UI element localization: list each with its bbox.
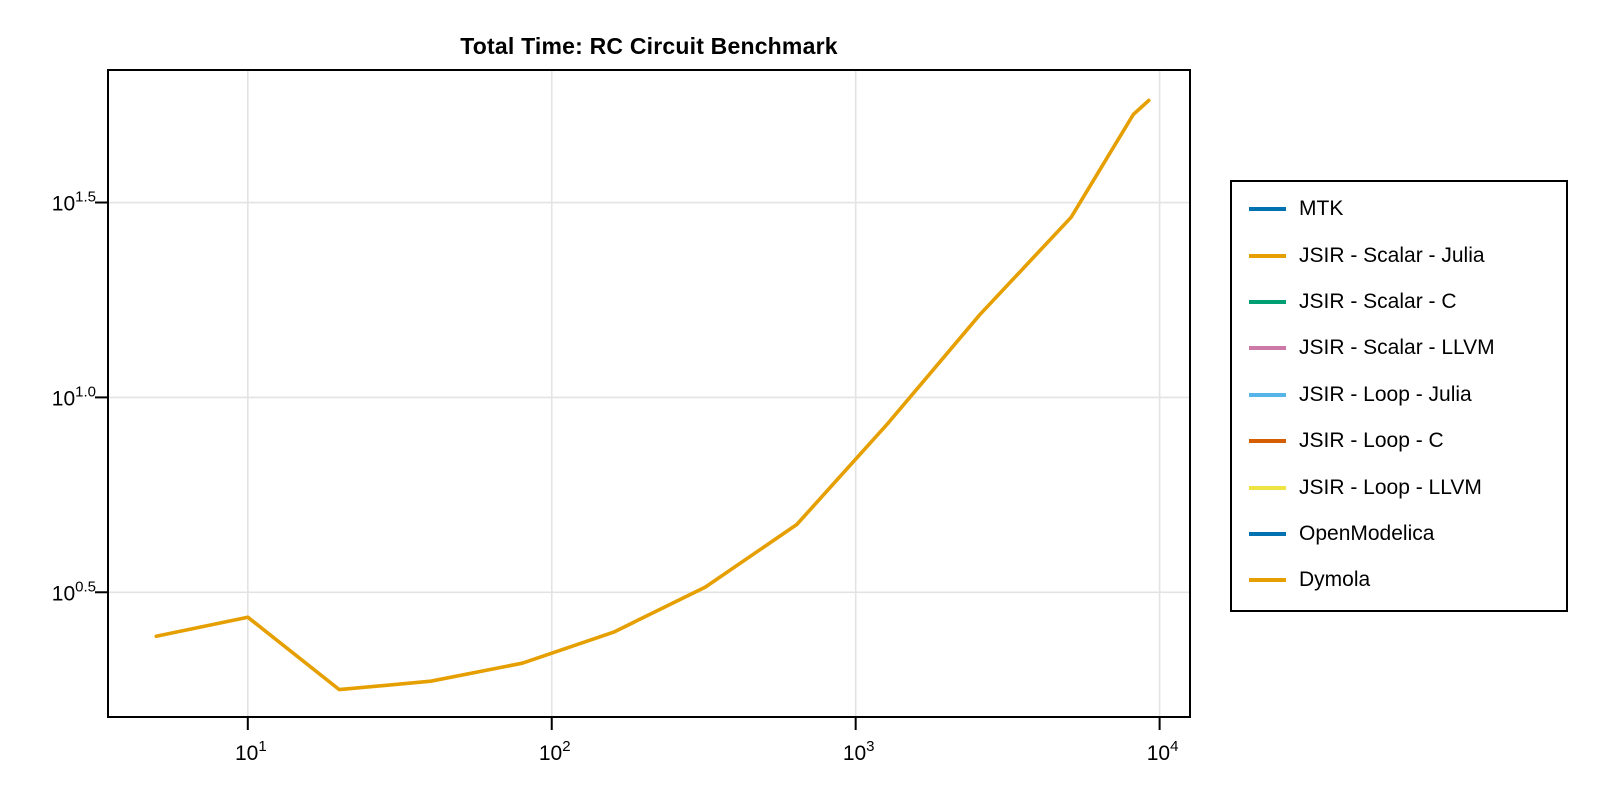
legend-label: JSIR - Scalar - Julia [1299,243,1485,267]
legend-label: MTK [1299,197,1344,221]
legend-label: Dymola [1299,568,1371,592]
legend-item-2: JSIR - Scalar - C [1232,279,1566,325]
legend-label: JSIR - Scalar - LLVM [1299,336,1495,360]
y-tick-label: 101.5 [52,189,96,216]
x-tick-label: 103 [843,738,875,765]
legend-swatch-line [1249,346,1286,351]
benchmark-curve [154,98,1151,692]
legend-label: JSIR - Loop - LLVM [1299,475,1482,499]
legend-item-0: MTK [1232,186,1566,232]
legend-swatch-line [1249,439,1286,444]
chart-title: Total Time: RC Circuit Benchmark [460,33,838,59]
legend-swatch-line [1249,299,1286,304]
legend-item-6: JSIR - Loop - LLVM [1232,464,1566,510]
legend-swatch-line [1249,578,1286,583]
legend-item-1: JSIR - Scalar - Julia [1232,232,1566,278]
y-tick-label: 100.5 [52,578,96,605]
legend: MTK JSIR - Scalar - Julia JSIR - Scalar - … [1230,180,1568,612]
legend-swatch-line [1249,392,1286,397]
legend-item-7: OpenModelica [1232,511,1566,557]
legend-label: JSIR - Scalar - C [1299,289,1457,313]
legend-swatch-line [1249,485,1286,490]
legend-item-3: JSIR - Scalar - LLVM [1232,325,1566,371]
legend-swatch-line [1249,207,1286,212]
legend-label: JSIR - Loop - Julia [1299,382,1472,406]
x-tick-label: 101 [235,738,267,765]
plot-frame [107,69,1191,718]
y-tick-label: 101.0 [52,383,96,410]
legend-item-4: JSIR - Loop - Julia [1232,372,1566,418]
legend-swatch-line [1249,253,1286,258]
legend-label: JSIR - Loop - C [1299,429,1444,453]
x-tick-label: 102 [539,738,571,765]
legend-item-8: Dymola [1232,557,1566,603]
legend-swatch-line [1249,531,1286,536]
legend-label: OpenModelica [1299,521,1435,545]
x-tick-label: 104 [1147,738,1179,765]
legend-item-5: JSIR - Loop - C [1232,418,1566,464]
